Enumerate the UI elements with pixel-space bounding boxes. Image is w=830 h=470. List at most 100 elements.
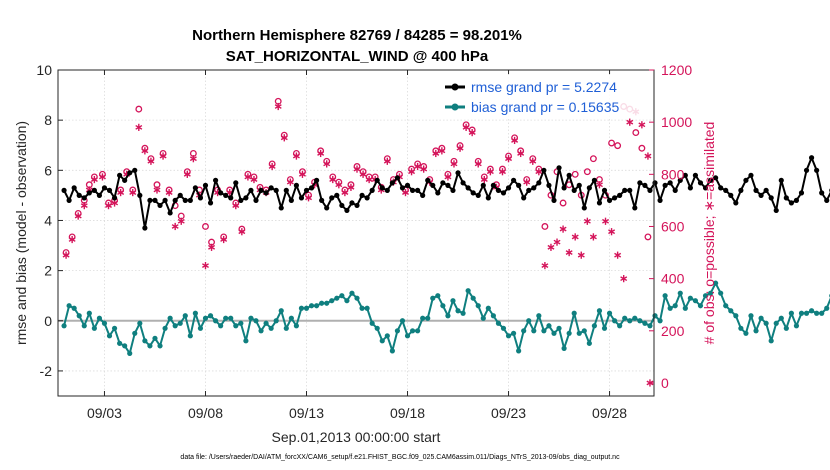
assimilated-obs-point bbox=[141, 147, 149, 155]
rmse-point bbox=[415, 187, 421, 193]
bias-point bbox=[187, 333, 193, 339]
assimilated-obs-point bbox=[535, 168, 543, 176]
bias-point bbox=[743, 330, 749, 336]
assimilated-obs-point bbox=[602, 217, 609, 225]
axis-ticks: 09/03 09/08 09/13 09/18 09/23 09/28-202468100… bbox=[36, 62, 692, 421]
assimilated-obs-point bbox=[359, 170, 367, 178]
assimilated-obs-point bbox=[444, 173, 452, 181]
bias-point bbox=[642, 320, 648, 326]
bias-point bbox=[308, 303, 315, 309]
legend-rmse-marker bbox=[451, 83, 459, 91]
rmse-point bbox=[223, 192, 229, 198]
bias-point bbox=[480, 315, 486, 321]
rmse-point bbox=[319, 197, 325, 203]
y-right-tick-label: 400 bbox=[661, 271, 685, 287]
bias-point bbox=[702, 293, 709, 299]
bias-point bbox=[803, 310, 810, 316]
assimilated-obs-point bbox=[589, 233, 597, 241]
rmse-point bbox=[111, 195, 118, 201]
y-right-tick-label: 1000 bbox=[661, 114, 692, 130]
rmse-point bbox=[692, 172, 699, 178]
assimilated-obs-point bbox=[105, 202, 112, 210]
bias-point bbox=[172, 323, 178, 329]
rmse-point bbox=[586, 185, 592, 191]
rmse-point bbox=[197, 195, 204, 201]
assimilated-obs-point bbox=[468, 128, 476, 137]
assimilated-obs-point bbox=[402, 188, 409, 197]
rmse-point bbox=[101, 185, 108, 191]
y-right-tick-label: 200 bbox=[661, 323, 685, 339]
bias-point bbox=[435, 293, 441, 299]
bias-point bbox=[81, 323, 87, 329]
bias-point bbox=[632, 315, 638, 321]
assimilated-obs-point bbox=[595, 181, 603, 189]
bias-point bbox=[718, 290, 724, 296]
bias-point bbox=[425, 315, 431, 321]
bias-point bbox=[460, 310, 466, 316]
bias-point bbox=[273, 318, 279, 324]
rmse-point bbox=[713, 175, 719, 181]
bias-point bbox=[202, 315, 209, 321]
rmse-point bbox=[748, 172, 754, 178]
bias-point bbox=[672, 303, 678, 309]
chart-title: Northern Hemisphere 82769 / 84285 = 98.2… bbox=[192, 27, 522, 44]
rmse-point bbox=[682, 172, 688, 178]
bias-point bbox=[723, 303, 729, 309]
rmse-point bbox=[288, 197, 294, 203]
rmse-point bbox=[283, 187, 289, 193]
assimilated-obs-point bbox=[202, 262, 209, 270]
rmse-point bbox=[177, 192, 183, 198]
rmse-point bbox=[642, 182, 648, 188]
bias-point bbox=[132, 330, 138, 336]
rmse-point bbox=[132, 167, 138, 173]
bias-point bbox=[490, 313, 496, 319]
rmse-point bbox=[460, 180, 466, 186]
assimilated-obs-point bbox=[238, 228, 246, 236]
rmse-point bbox=[485, 195, 491, 201]
bias-point bbox=[152, 335, 158, 341]
rmse-point bbox=[61, 187, 67, 193]
y-right-tick-label: 1200 bbox=[661, 62, 692, 78]
bias-point bbox=[470, 295, 476, 301]
bias-point bbox=[596, 308, 603, 314]
bias-point bbox=[601, 325, 608, 331]
bias-point bbox=[162, 325, 168, 331]
rmse-point bbox=[541, 167, 547, 173]
bias-point bbox=[576, 330, 582, 336]
assimilated-obs-point bbox=[305, 194, 313, 202]
rmse-point bbox=[298, 195, 305, 201]
assimilated-obs-point bbox=[638, 121, 646, 129]
bias-point bbox=[420, 315, 426, 321]
bias-point bbox=[450, 298, 456, 304]
rmse-point bbox=[475, 192, 481, 198]
assimilated-obs-point bbox=[438, 147, 446, 155]
bias-point bbox=[212, 318, 219, 324]
rmse-point bbox=[71, 185, 77, 191]
bias-point bbox=[495, 320, 502, 326]
bias-point bbox=[758, 315, 764, 321]
assimilated-obs-point bbox=[171, 222, 179, 231]
rmse-point bbox=[122, 177, 128, 183]
rmse-point bbox=[308, 185, 315, 191]
bias-point bbox=[364, 305, 370, 311]
bias-point bbox=[465, 288, 471, 294]
rmse-point bbox=[218, 190, 224, 196]
bias-point bbox=[788, 310, 794, 316]
bias-point bbox=[728, 308, 734, 314]
x-tick-label: 09/18 bbox=[390, 405, 425, 421]
bias-point bbox=[657, 318, 663, 324]
rmse-point bbox=[606, 197, 613, 203]
rmse-point bbox=[768, 195, 774, 201]
bias-point bbox=[531, 328, 537, 334]
rmse-point bbox=[591, 177, 598, 183]
bias-point bbox=[379, 338, 385, 344]
bias-point bbox=[71, 305, 77, 311]
rmse-point bbox=[228, 195, 234, 201]
rmse-point bbox=[369, 187, 375, 193]
rmse-point bbox=[394, 175, 401, 181]
assimilated-obs-point bbox=[317, 149, 325, 158]
bias-point bbox=[329, 298, 335, 304]
rmse-point bbox=[788, 200, 794, 206]
assimilated-obs-point bbox=[292, 152, 300, 160]
